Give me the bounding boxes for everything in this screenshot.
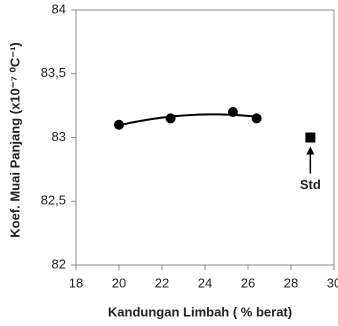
x-tick-label: 18 [69, 275, 83, 290]
x-tick-label: 24 [198, 275, 212, 290]
series-label: Std [300, 177, 321, 192]
x-tick-label: 30 [327, 275, 338, 290]
x-tick-label: 26 [241, 275, 255, 290]
point [114, 119, 124, 130]
x-tick-label: 20 [112, 275, 126, 290]
y-tick-label: 83 [52, 129, 66, 144]
arrow-head [306, 146, 315, 155]
y-axis-label: Koef. Muai Panjang (x10⁻⁷ ⁰C⁻¹) [7, 42, 22, 238]
y-tick-label: 82 [52, 256, 66, 271]
point [227, 107, 238, 117]
trend-line [118, 113, 257, 127]
x-tick-label: 28 [284, 275, 298, 290]
x-axis-label: Kandungan Limbah ( % berat) [108, 304, 292, 319]
y-tick-label: 83,5 [41, 65, 66, 80]
point [305, 132, 316, 143]
plot-frame [75, 9, 335, 266]
point [165, 113, 176, 124]
x-tick-label: 22 [155, 275, 169, 290]
point [251, 113, 262, 124]
y-tick-label: 84 [52, 1, 66, 16]
y-tick-label: 82,5 [41, 193, 66, 208]
